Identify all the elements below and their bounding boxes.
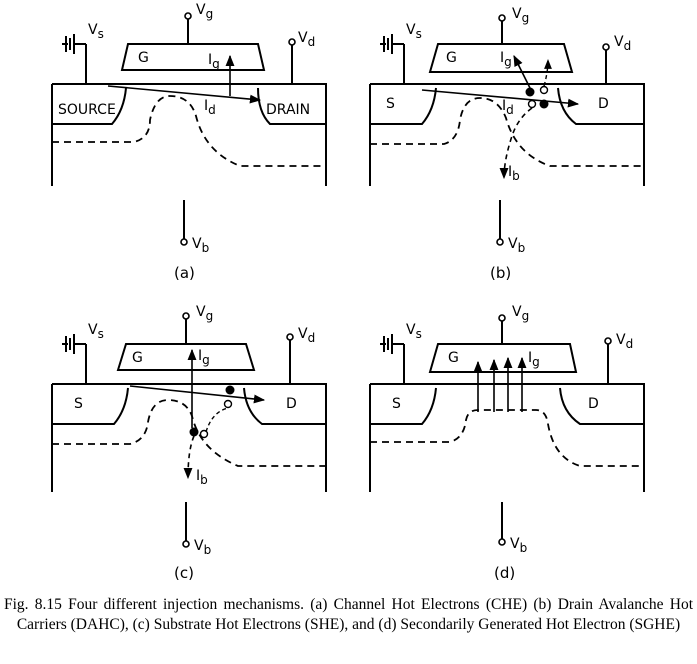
hole-dot (223, 399, 233, 409)
substrate-body (369, 83, 645, 186)
source-label: S (74, 396, 83, 412)
source-ground-symbol (380, 334, 405, 384)
depletion-boundary (370, 409, 644, 467)
depletion-boundary (370, 97, 644, 167)
panel-caption: (b) (490, 264, 511, 282)
drain-label: D (286, 396, 297, 412)
ig-label: Ig (500, 50, 512, 69)
electron-dot (525, 87, 535, 97)
vb-terminal (496, 238, 504, 246)
hole-dot (199, 429, 209, 439)
depletion-boundary (52, 399, 326, 467)
electron-dot (189, 427, 199, 437)
vg-terminal (182, 312, 190, 320)
drain-label: D (588, 396, 599, 412)
vb-label: Vb (192, 236, 209, 255)
vg-terminal (498, 314, 506, 322)
electron-dot (225, 385, 235, 395)
id-label: Id (502, 98, 514, 117)
source-ground-symbol (62, 334, 87, 384)
vg-label: Vg (512, 304, 529, 323)
substrate-body (369, 383, 645, 492)
ig-label: Ig (208, 52, 220, 71)
injection-mechanisms-figure: Vs G Vg Ig Vd SOURCE DRAIN Id Vb (a) (51, 2, 645, 582)
drain-label: D (598, 96, 609, 112)
ig-label: Ig (198, 348, 210, 367)
vs-label: Vs (88, 22, 104, 41)
vb-label: Vb (508, 236, 525, 255)
id-arrow (107, 85, 262, 104)
drain-well (559, 387, 644, 425)
electron-dot (539, 99, 549, 109)
gate-electrode (428, 43, 574, 73)
substrate-body (51, 83, 327, 186)
vd-label: Vd (298, 30, 315, 49)
hole-dot (527, 99, 537, 109)
hot-carrier-path (543, 59, 552, 87)
vd-terminal (288, 38, 296, 46)
source-label: S (392, 396, 401, 412)
vg-terminal (498, 14, 506, 22)
gate-electrode (116, 343, 256, 371)
ib-label: Ib (196, 468, 208, 487)
vg-label: Vg (512, 6, 529, 25)
id-label: Id (204, 98, 216, 117)
vd-terminal (604, 337, 612, 345)
vg-label: Vg (196, 304, 213, 323)
vg-terminal (184, 12, 192, 20)
figure-caption: Fig. 8.15 Four different injection mecha… (4, 596, 693, 633)
ig-arrow (513, 54, 531, 89)
vb-label: Vb (194, 538, 211, 557)
drain-well (243, 387, 326, 425)
drain-label: DRAIN (266, 102, 310, 118)
gate-label: G (132, 350, 143, 366)
gate-electrode (120, 43, 266, 71)
panel-caption: (d) (494, 564, 515, 582)
vb-terminal (498, 538, 506, 546)
drain-well (557, 87, 644, 125)
panel-c: Vs G Vg Ig Vd S D Ib Vb (c) (51, 304, 327, 582)
gate-label: G (446, 50, 457, 66)
ib-path (499, 107, 533, 180)
id-arrow (421, 89, 580, 108)
vs-label: Vs (88, 322, 104, 341)
vd-terminal (286, 333, 294, 341)
panel-caption: (a) (174, 264, 195, 282)
vd-label: Vd (616, 332, 633, 351)
depletion-boundary (52, 95, 326, 167)
source-ground-symbol (62, 34, 87, 84)
vb-label: Vb (510, 536, 527, 555)
substrate-body (51, 383, 327, 492)
source-well (370, 387, 437, 425)
ib-label: Ib (508, 164, 520, 183)
source-well (52, 387, 129, 425)
vd-label: Vd (614, 34, 631, 53)
panel-a: Vs G Vg Ig Vd SOURCE DRAIN Id Vb (a) (51, 2, 327, 282)
source-label: SOURCE (58, 102, 116, 118)
id-arrow (129, 385, 266, 404)
source-well (370, 87, 437, 125)
ig-label: Ig (528, 350, 540, 369)
vd-terminal (602, 43, 610, 51)
gate-label: G (138, 50, 149, 66)
hole-dot (539, 85, 549, 95)
vb-terminal (180, 238, 188, 246)
panel-b: Vs G Vg Ig Vd S D Id Ib Vb (b) (369, 6, 645, 282)
source-label: S (386, 96, 395, 112)
gate-electrode (428, 343, 578, 373)
ib-path (183, 435, 195, 480)
source-well (52, 87, 127, 125)
vs-label: Vs (406, 322, 422, 341)
drain-well (257, 87, 326, 125)
vg-label: Vg (196, 2, 213, 21)
panel-d: Vs G Vg Ig Vd S D Vb (d) (369, 304, 645, 582)
panel-caption: (c) (174, 564, 194, 582)
vd-label: Vd (298, 326, 315, 345)
hot-carrier-path (205, 407, 229, 433)
gate-label: G (448, 350, 459, 366)
vb-terminal (182, 540, 190, 548)
source-ground-symbol (380, 34, 405, 84)
vs-label: Vs (406, 22, 422, 41)
